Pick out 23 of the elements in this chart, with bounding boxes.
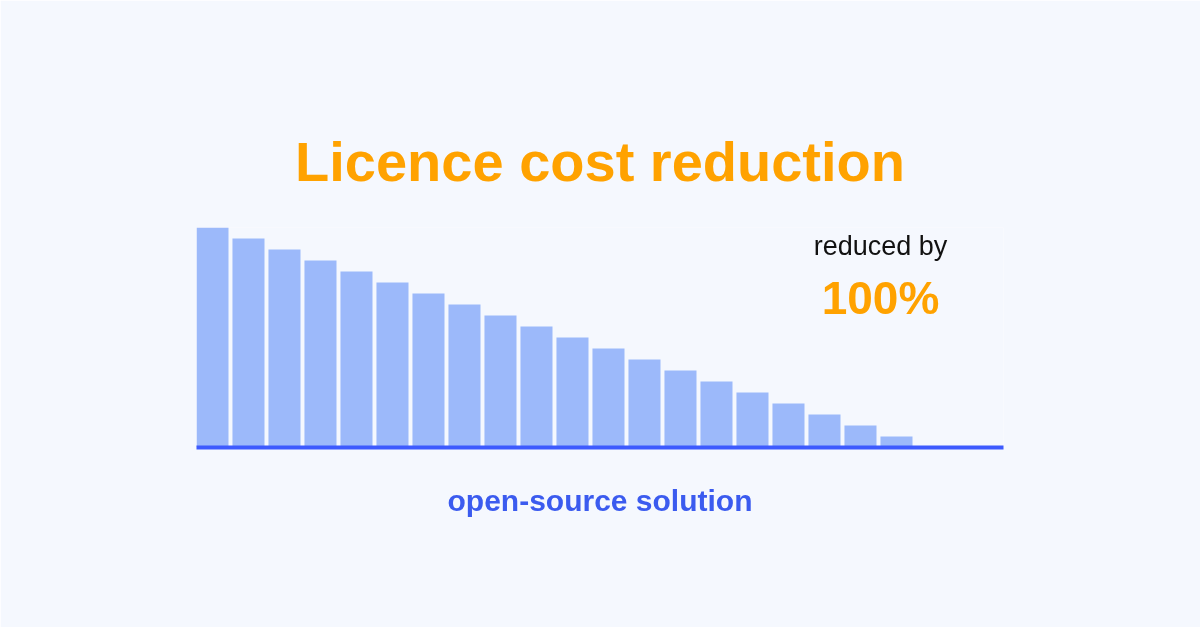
bar (412, 293, 445, 448)
bar (448, 304, 481, 448)
bar (376, 282, 409, 448)
bar (232, 238, 265, 448)
bar (556, 337, 589, 448)
bar (700, 381, 733, 448)
bar (340, 271, 373, 448)
bar (592, 348, 625, 448)
bar (484, 315, 517, 448)
chart-title: Licence cost reduction (295, 129, 905, 193)
bar (664, 370, 697, 448)
bar (736, 392, 769, 448)
annotation: reduced by (813, 230, 948, 261)
annotation: 100% (821, 271, 940, 324)
bar (772, 403, 805, 448)
bar (268, 249, 301, 448)
bar (844, 425, 877, 448)
bar (304, 260, 337, 448)
bar (196, 227, 229, 448)
bar (520, 326, 553, 448)
x-axis-title: open-source solution (447, 483, 753, 517)
bar (808, 414, 841, 448)
bar (628, 359, 661, 448)
